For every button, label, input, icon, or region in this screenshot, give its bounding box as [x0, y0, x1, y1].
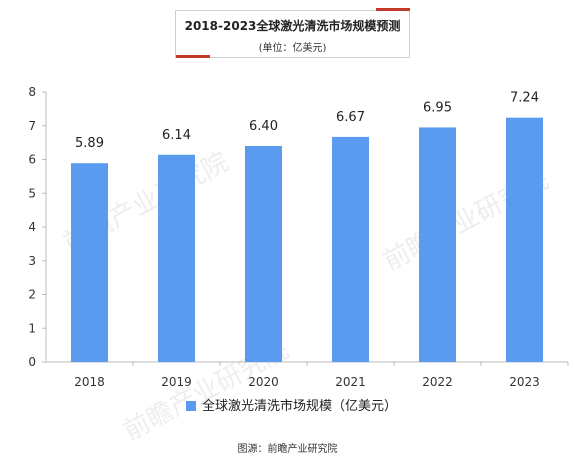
y-tick-label-3: 3	[28, 254, 36, 268]
bar-2019	[158, 154, 195, 362]
x-tick-label-2019: 2019	[161, 375, 192, 389]
legend-swatch	[186, 401, 196, 411]
data-label-2019: 6.14	[162, 128, 191, 143]
chart-title: 2018-2023全球激光清洗市场规模预测	[184, 19, 401, 33]
bar-2018	[71, 163, 108, 362]
data-label-2021: 6.67	[336, 110, 365, 125]
data-label-2022: 6.95	[423, 100, 452, 115]
bar-2023	[506, 117, 543, 363]
x-tick-label-2020: 2020	[248, 375, 279, 389]
source-note: 图源：前瞻产业研究院	[237, 444, 338, 455]
x-tick-label-2022: 2022	[422, 375, 453, 389]
y-tick-label-8: 8	[28, 85, 36, 99]
data-label-2018: 5.89	[75, 136, 104, 151]
y-tick-label-2: 2	[28, 288, 36, 302]
data-label-2020: 6.40	[249, 119, 278, 134]
legend-label: 全球激光清洗市场规模（亿美元）	[202, 398, 397, 414]
y-tick-label-7: 7	[28, 119, 36, 133]
x-tick-label-2023: 2023	[509, 375, 540, 389]
y-tick-label-6: 6	[28, 153, 36, 167]
data-label-2023: 7.24	[510, 91, 539, 106]
y-tick-label-4: 4	[28, 220, 36, 234]
bar-2022	[419, 127, 456, 362]
x-tick-label-2021: 2021	[335, 375, 366, 389]
title-accent-bottom	[176, 55, 210, 58]
bar-2020	[245, 146, 282, 362]
chart-subtitle: (单位：亿美元)	[258, 43, 327, 54]
title-accent-top	[376, 8, 410, 11]
y-tick-label-1: 1	[28, 321, 36, 335]
bar-2021	[332, 136, 369, 362]
chart-title-box: 2018-2023全球激光清洗市场规模预测 (单位：亿美元)	[175, 10, 410, 58]
y-tick-label-5: 5	[28, 186, 36, 200]
y-tick-label-0: 0	[28, 355, 36, 369]
x-tick-label-2018: 2018	[74, 375, 105, 389]
